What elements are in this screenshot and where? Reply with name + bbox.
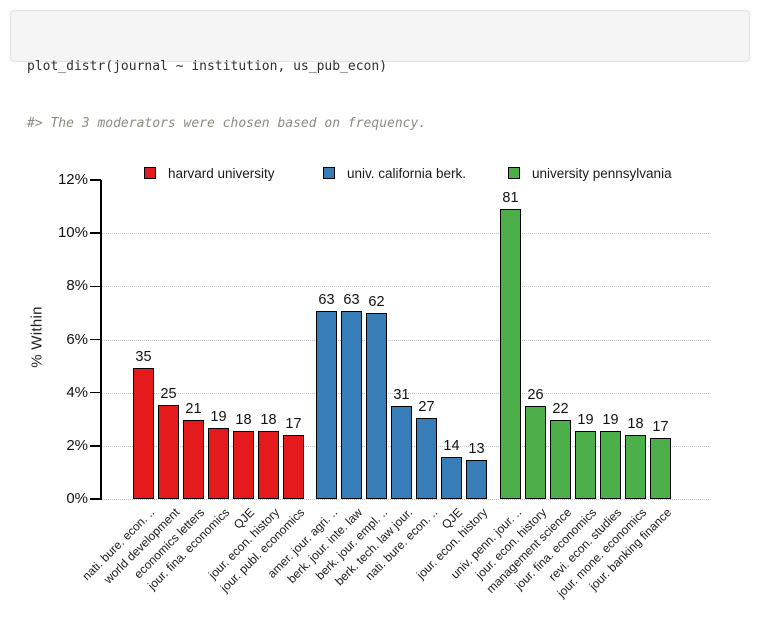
y-axis-line bbox=[100, 180, 102, 500]
bar bbox=[550, 420, 571, 499]
legend-label-harvard: harvard university bbox=[168, 165, 275, 181]
bar-value-label: 14 bbox=[443, 437, 460, 454]
bar bbox=[183, 420, 204, 499]
y-axis-tick bbox=[90, 338, 101, 341]
bar bbox=[258, 431, 279, 499]
code-line-1: plot_distr(journal ~ institution, us_pub… bbox=[27, 59, 388, 74]
bar bbox=[233, 431, 254, 499]
bar-value-label: 17 bbox=[285, 416, 302, 433]
bar bbox=[133, 367, 154, 499]
legend-item-harvard: harvard university bbox=[144, 165, 275, 181]
code-line-2: #> The 3 moderators were chosen based on… bbox=[27, 116, 427, 131]
bar-value-label: 17 bbox=[652, 419, 669, 436]
bar-value-label: 63 bbox=[318, 291, 335, 308]
bar bbox=[416, 418, 437, 499]
y-axis-tick-label: 12% bbox=[57, 171, 88, 188]
bar-value-label: 35 bbox=[135, 348, 152, 365]
bar bbox=[283, 435, 304, 499]
bar bbox=[208, 427, 229, 499]
gridline bbox=[102, 392, 709, 394]
y-axis-tick-label: 4% bbox=[66, 383, 88, 401]
bar-value-label: 21 bbox=[185, 401, 202, 418]
gridline bbox=[102, 339, 709, 341]
bar bbox=[441, 456, 462, 499]
bar-value-label: 26 bbox=[527, 386, 544, 403]
y-axis-tick bbox=[90, 445, 101, 447]
gridline bbox=[102, 286, 709, 288]
bar bbox=[575, 430, 596, 499]
code-block: plot_distr(journal ~ institution, us_pub… bbox=[10, 10, 750, 131]
bar bbox=[391, 406, 412, 499]
legend-swatch-pennsylvania-icon bbox=[508, 167, 520, 179]
bar-value-label: 18 bbox=[627, 415, 644, 432]
bar bbox=[316, 310, 337, 499]
bar-value-label: 27 bbox=[418, 399, 435, 416]
bar-value-label: 31 bbox=[393, 387, 410, 404]
legend-item-berkeley: univ. california berk. bbox=[323, 165, 467, 181]
y-axis-tick bbox=[90, 232, 101, 234]
legend-item-pennsylvania: university pennsylvania bbox=[508, 165, 672, 181]
y-axis-tick-label: 8% bbox=[66, 277, 88, 295]
legend-label-berkeley: univ. california berk. bbox=[347, 165, 467, 181]
bar bbox=[341, 310, 362, 499]
bar-value-label: 19 bbox=[602, 411, 619, 428]
bar bbox=[650, 438, 671, 499]
bar-value-label: 62 bbox=[368, 294, 385, 311]
bar bbox=[158, 405, 179, 499]
bar-value-label: 63 bbox=[343, 291, 360, 308]
gridline bbox=[102, 233, 709, 235]
y-axis-tick bbox=[90, 391, 101, 394]
y-axis-tick-label: 10% bbox=[57, 224, 88, 242]
bar bbox=[500, 208, 521, 499]
bar bbox=[366, 313, 387, 499]
y-axis-tick-label: 2% bbox=[66, 436, 88, 454]
bar-value-label: 19 bbox=[577, 411, 594, 428]
bar-value-label: 81 bbox=[502, 189, 519, 206]
y-axis-tick-label: 6% bbox=[66, 330, 88, 348]
bar-value-label: 25 bbox=[160, 386, 177, 403]
bar-value-label: 19 bbox=[210, 408, 227, 425]
legend-label-pennsylvania: university pennsylvania bbox=[532, 165, 672, 181]
bar bbox=[466, 460, 487, 499]
bar-value-label: 22 bbox=[552, 401, 569, 418]
bar-value-label: 13 bbox=[468, 441, 485, 458]
y-axis-tick-label: 0% bbox=[66, 490, 88, 507]
y-axis-tick bbox=[90, 179, 101, 181]
gridline bbox=[102, 499, 709, 500]
legend-swatch-harvard-icon bbox=[144, 167, 156, 179]
bar-value-label: 18 bbox=[260, 412, 277, 429]
bar bbox=[625, 434, 646, 499]
y-axis-tick bbox=[90, 285, 101, 288]
legend-swatch-berkeley-icon bbox=[323, 167, 335, 179]
bar bbox=[525, 405, 546, 499]
bar bbox=[600, 430, 621, 499]
bar-chart: % Within 0% 2% 4% 6% 8% 10% 12% 35 25 21 19 18 18 17… bbox=[0, 140, 760, 608]
bar-value-label: 18 bbox=[235, 412, 252, 429]
y-axis-tick bbox=[90, 498, 101, 500]
